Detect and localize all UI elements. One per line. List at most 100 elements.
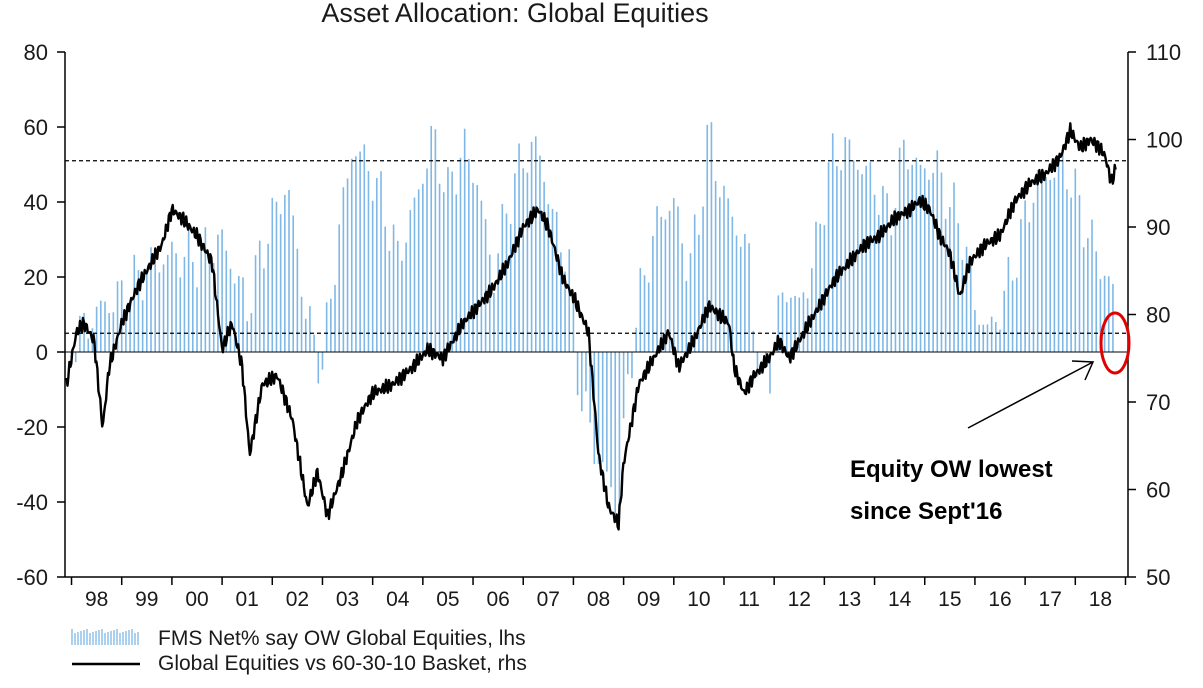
bar [246, 321, 248, 352]
bar [844, 137, 847, 352]
bar [250, 313, 253, 352]
bar [112, 312, 115, 352]
bar [413, 197, 416, 352]
bar [187, 229, 190, 352]
bar [238, 275, 240, 352]
bar [890, 235, 893, 352]
bar [718, 197, 721, 352]
bar [710, 122, 713, 352]
bar [175, 253, 177, 352]
annotation-arrowhead [1071, 360, 1095, 381]
bar [1041, 169, 1043, 352]
bar [652, 235, 654, 352]
bar [664, 219, 667, 352]
bar [426, 168, 428, 352]
bar [79, 315, 81, 352]
bar [334, 284, 336, 352]
lhs-axis-ticks: 80 60 40 20 0 -20 -40 -60 [16, 40, 65, 590]
bar [589, 352, 591, 423]
bar [1036, 169, 1039, 352]
bar [300, 296, 303, 352]
bar [986, 324, 989, 352]
bar [196, 287, 198, 352]
bar [342, 187, 345, 352]
bar [321, 352, 324, 370]
bar [438, 183, 441, 352]
bar [1053, 177, 1056, 352]
bar [363, 144, 366, 352]
bar [296, 248, 299, 352]
bar [915, 157, 918, 352]
bar [861, 174, 863, 352]
bar [1020, 219, 1022, 352]
bar [969, 259, 972, 352]
bar [284, 194, 286, 352]
bar [208, 260, 211, 352]
x-tick-label: 04 [386, 588, 410, 611]
bar [601, 352, 604, 463]
bar [819, 223, 821, 352]
bar [698, 234, 700, 352]
x-tick-label: 10 [687, 588, 710, 611]
bar [158, 272, 161, 352]
bar [831, 133, 834, 352]
bar [811, 268, 813, 352]
bar [263, 268, 265, 352]
bar [827, 162, 830, 352]
bar [355, 156, 357, 352]
bar [928, 179, 930, 352]
x-tick-label: 07 [537, 588, 560, 611]
bar [384, 226, 387, 352]
bar [459, 157, 462, 352]
bar [95, 306, 98, 352]
rhs-tick-label: 90 [1146, 215, 1170, 240]
x-tick-label: 11 [738, 588, 760, 611]
bar [359, 151, 361, 352]
bar [100, 300, 102, 352]
bar [999, 329, 1001, 352]
x-tick-label: 16 [988, 588, 1011, 611]
bar [534, 136, 537, 352]
bar [292, 215, 294, 352]
bar [376, 177, 378, 352]
bar [313, 334, 315, 352]
bar [392, 224, 395, 352]
bar [802, 292, 805, 352]
bar [940, 172, 943, 352]
bar [643, 275, 646, 352]
bar [137, 270, 140, 352]
bar [610, 352, 612, 488]
bar [493, 292, 495, 352]
bar [798, 297, 801, 352]
bar [693, 214, 696, 352]
x-tick-label: 15 [938, 588, 961, 611]
bar [1003, 290, 1006, 352]
bar [304, 318, 307, 352]
bar [171, 241, 173, 352]
bar [823, 225, 826, 352]
lhs-tick-label: 20 [24, 265, 48, 290]
bar [104, 301, 106, 352]
bar [974, 310, 976, 352]
bar [476, 185, 479, 352]
legend-entry-line: Global Equities vs 60-30-10 Basket, rhs [158, 652, 527, 675]
bar [530, 141, 533, 352]
bar [777, 295, 780, 352]
bar [982, 324, 985, 352]
x-tick-label: 09 [637, 588, 660, 611]
x-tick-label: 14 [888, 588, 912, 611]
bar [932, 172, 934, 352]
bar [1103, 275, 1106, 352]
bar [1049, 179, 1052, 352]
bar [116, 281, 119, 352]
bar [330, 298, 332, 352]
bar [225, 250, 228, 352]
bar [668, 210, 671, 352]
bar [752, 331, 755, 352]
bar [606, 352, 608, 472]
lhs-tick-label: 80 [24, 40, 48, 65]
bar [735, 235, 738, 352]
bar [133, 254, 136, 352]
bar [911, 164, 913, 352]
bar [564, 271, 566, 352]
